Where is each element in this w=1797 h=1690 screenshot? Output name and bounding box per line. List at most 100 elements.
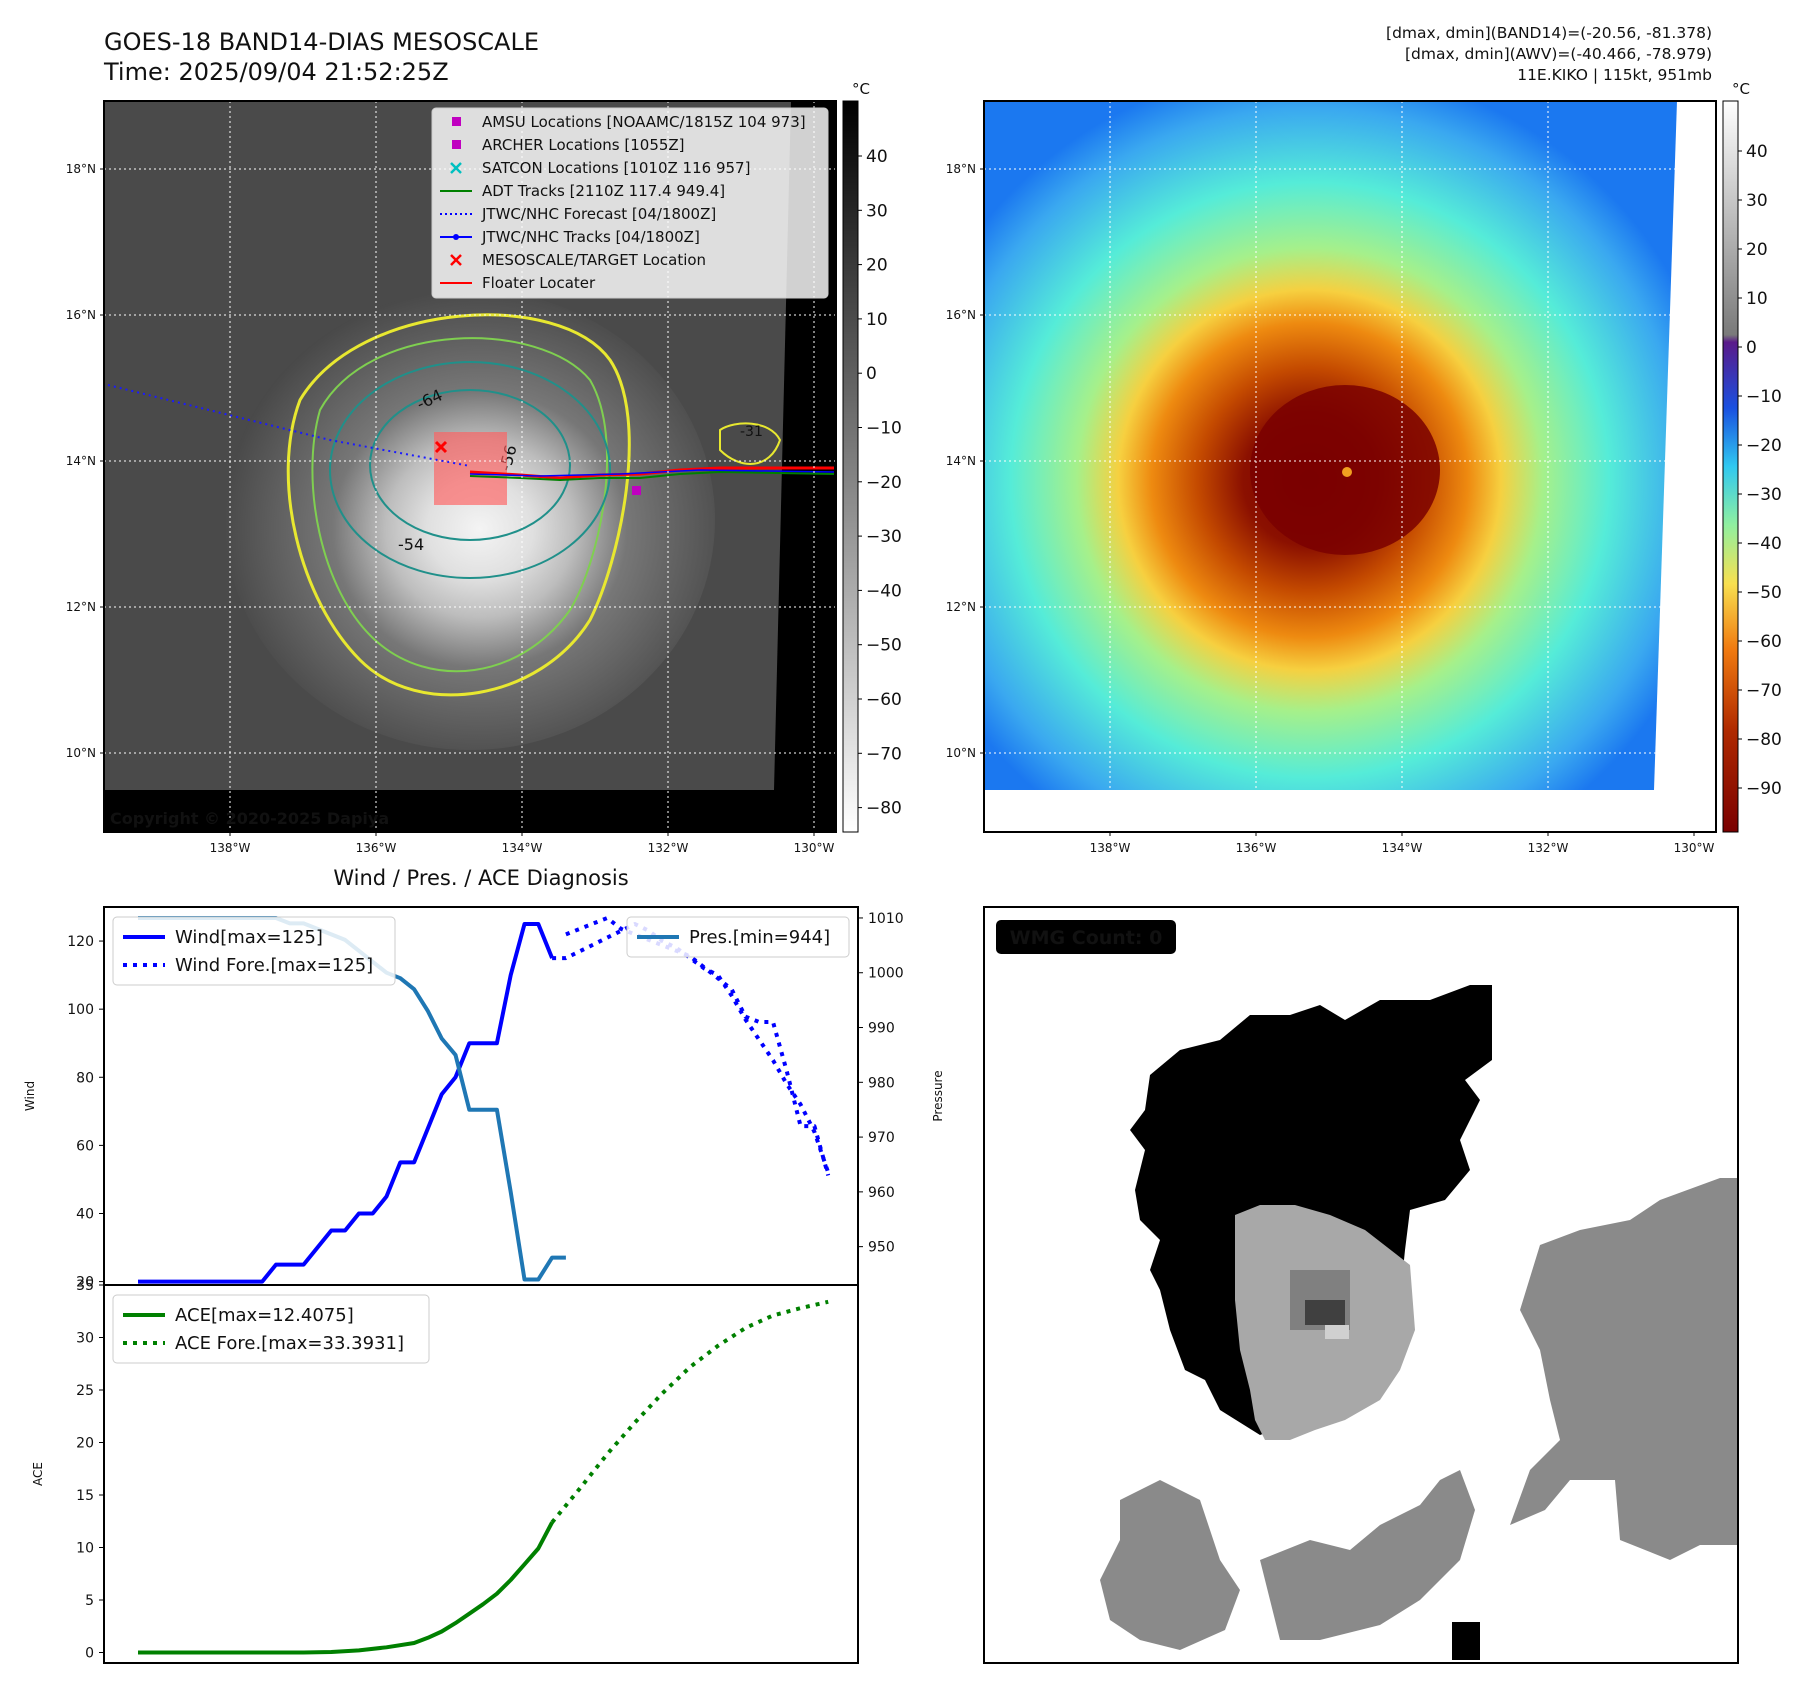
wind-pressure-chart: 20 40 60 80 100 120 950 960 970 980 990 1000 1010 Win…	[23, 906, 945, 1291]
colorbar-left-label: 20	[866, 256, 888, 276]
y-tick-label: 120	[67, 934, 94, 950]
y2-tick-label: 990	[868, 1021, 895, 1037]
y-tick-label: 15	[76, 1488, 94, 1504]
colorbar-left: °C 40 30 20 10 0 −10 −20 −30 −40 −50 −60 −70 −80	[842, 80, 902, 833]
colorbar-right-label: −80	[1746, 730, 1782, 750]
lat-label: 16°N	[66, 308, 96, 322]
ir-contour-yellow	[286, 313, 631, 697]
colorbar-left-label: −70	[866, 744, 902, 764]
info-awv: [dmax, dmin](AWV)=(-40.466, -78.979)	[1405, 45, 1712, 63]
ir-contour-cyan-outer	[329, 361, 611, 579]
legend-marker	[452, 117, 461, 126]
y-tick-label: 30	[76, 1331, 94, 1347]
chart-legend-label: ACE[max=12.4075]	[175, 1305, 354, 1326]
ace-axis-label: ACE	[31, 1462, 45, 1486]
dias-map-ticks: 18°N 16°N 14°N 12°N 10°N 138°W 136°W 134°W 132°W…	[946, 162, 1715, 855]
colorbar-right-label: −50	[1746, 583, 1782, 603]
colorbar-right-label: 10	[1746, 289, 1768, 309]
legend-marker	[452, 140, 461, 149]
lon-label: 138°W	[1090, 841, 1131, 855]
ir-map-frame	[103, 100, 837, 833]
y2-tick-label: 1000	[868, 966, 904, 982]
wind-axis-label: Wind	[23, 1081, 37, 1111]
y-tick-label: 80	[76, 1070, 94, 1086]
y-tick-label: 60	[76, 1138, 94, 1154]
lon-label: 134°W	[1382, 841, 1423, 855]
legend-box	[431, 107, 829, 299]
wmg-black-south	[1452, 1622, 1480, 1660]
legend-label: ARCHER Locations [1055Z]	[482, 136, 685, 154]
lon-label: 130°W	[1674, 841, 1715, 855]
legend-label: AMSU Locations [NOAAMC/1815Z 104 973]	[482, 113, 806, 131]
ir-contour-east	[719, 422, 782, 465]
colorbar-right-label: −20	[1746, 436, 1782, 456]
series-line	[550, 1299, 829, 1524]
y-tick-label: 5	[85, 1593, 94, 1609]
map-legend: AMSU Locations [NOAAMC/1815Z 104 973] ARC…	[431, 107, 829, 299]
colorbar-right-label: 30	[1746, 191, 1768, 211]
chart-legend-label: Wind Fore.[max=125]	[175, 955, 373, 976]
jtwc-track	[469, 469, 835, 477]
lon-label: 136°W	[356, 841, 397, 855]
ir-contour-green	[311, 337, 608, 673]
chart-legend-box	[112, 916, 396, 986]
dias-map-panel	[983, 100, 1717, 833]
dias-map-frame	[983, 100, 1717, 833]
ace-chart: 0 5 10 15 20 25 30 35 ACE[max=12.4075] ACE Fore.[…	[31, 1278, 859, 1664]
chart-title: Wind / Pres. / ACE Diagnosis	[333, 866, 628, 890]
wmg-count-label: WMG Count: 0	[1010, 927, 1163, 949]
lon-label: 134°W	[502, 841, 543, 855]
chart-legend-label: ACE Fore.[max=33.3931]	[175, 1333, 404, 1354]
y-tick-label: 35	[76, 1278, 94, 1294]
wmg-eye	[1325, 1325, 1349, 1339]
colorbar-left-label: −80	[866, 799, 902, 819]
colorbar-left-label: 40	[866, 147, 888, 167]
colorbar-left-label: −50	[866, 636, 902, 656]
colorbar-left-label: 0	[866, 364, 877, 384]
legend-label: JTWC/NHC Tracks [04/1800Z]	[481, 228, 700, 246]
figure-time: Time: 2025/09/04 21:52:25Z	[103, 58, 449, 86]
info-storm: 11E.KIKO | 115kt, 951mb	[1517, 66, 1712, 84]
legend-marker	[450, 254, 462, 266]
colorbar-left-label: −40	[866, 581, 902, 601]
colorbar-left-label: −20	[866, 473, 902, 493]
colorbar-left-label: −10	[866, 419, 902, 439]
legend-label: SATCON Locations [1010Z 116 957]	[482, 159, 750, 177]
lat-label: 16°N	[946, 308, 976, 322]
copyright-text: Copyright © 2020-2025 Dapiya	[110, 809, 389, 828]
info-band14: [dmax, dmin](BAND14)=(-20.56, -81.378)	[1386, 24, 1712, 42]
colorbar-left-label: −30	[866, 527, 902, 547]
y2-tick-label: 970	[868, 1130, 895, 1146]
ir-storm-cloud	[225, 290, 715, 750]
y-tick-label: 10	[76, 1541, 94, 1557]
y-tick-label: 20	[76, 1275, 94, 1291]
lon-label: 132°W	[1528, 841, 1569, 855]
series-line	[565, 916, 831, 1176]
chart-legend-label: Pres.[min=944]	[689, 927, 830, 948]
legend-label: MESOSCALE/TARGET Location	[482, 251, 706, 269]
lat-label: 18°N	[66, 162, 96, 176]
floater-box	[434, 432, 507, 505]
y-tick-label: 100	[67, 1002, 94, 1018]
map-gridlines-right	[984, 101, 1716, 832]
jtwc-forecast-track	[107, 384, 471, 467]
lat-label: 12°N	[66, 600, 96, 614]
target-x-marker	[434, 440, 448, 454]
figure-title: GOES-18 BAND14-DIAS MESOSCALE	[104, 28, 539, 56]
contour-label-54: -54	[398, 535, 424, 554]
colorbar-right-label: −40	[1746, 534, 1782, 554]
y-tick-label: 20	[76, 1436, 94, 1452]
wmg-count-badge	[996, 920, 1176, 954]
adt-track	[469, 470, 835, 482]
chart-legend-box	[626, 916, 850, 958]
lon-label: 132°W	[648, 841, 689, 855]
colorbar-right-unit: °C	[1732, 80, 1750, 98]
legend-marker	[450, 162, 462, 174]
y-tick-label: 0	[85, 1646, 94, 1662]
lon-label: 138°W	[210, 841, 251, 855]
series-line	[138, 922, 554, 1284]
ir-map-panel: -64 -56 -54 -31 Copyright © 2020-2025 Da…	[103, 100, 837, 833]
y2-tick-label: 950	[868, 1240, 895, 1256]
lat-label: 10°N	[66, 746, 96, 760]
